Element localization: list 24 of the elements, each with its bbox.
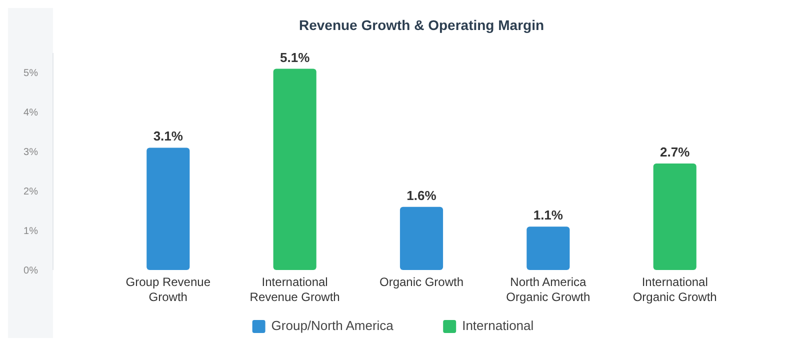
y-tick-label: 2% — [24, 186, 38, 198]
bar — [526, 226, 570, 270]
x-tick-label: Group Revenue Growth — [126, 275, 211, 304]
y-tick-label: 1% — [24, 226, 38, 238]
bar — [653, 163, 696, 270]
bar — [146, 148, 190, 270]
data-label: 3.1% — [153, 128, 184, 144]
x-tick-label: International Organic Growth — [632, 275, 717, 304]
y-tick-label: 0% — [24, 266, 38, 276]
x-tick-label: Organic Growth — [379, 275, 464, 289]
bar — [273, 68, 316, 270]
data-label: 2.7% — [660, 144, 690, 160]
y-tick-label: 4% — [24, 108, 38, 119]
data-label: 1.1% — [533, 208, 564, 223]
data-label: 1.6% — [406, 188, 437, 203]
y-tick-label: 3% — [24, 147, 38, 158]
y-tick-label: 5% — [24, 68, 38, 80]
legend-label: International — [462, 318, 534, 333]
bar — [400, 206, 444, 270]
legend-label: Group/North America — [271, 318, 394, 333]
chart-title: Revenue Growth & Operating Margin — [298, 17, 544, 33]
x-tick-label: International Revenue Growth — [250, 275, 340, 304]
data-label: 5.1% — [280, 50, 310, 65]
x-tick-label: North America Organic Growth — [506, 275, 590, 304]
